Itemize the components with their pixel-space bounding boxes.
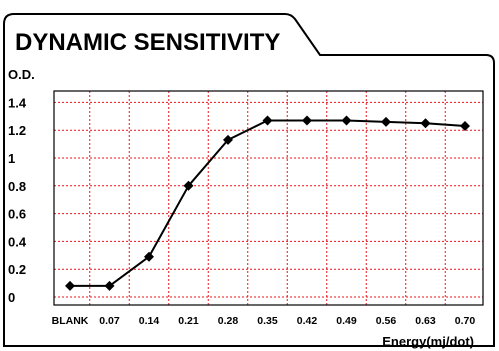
x-tick-label: BLANK <box>52 315 89 327</box>
data-point-marker <box>144 251 154 262</box>
y-axis-ticks: 0 0.2 0.4 0.6 0.8 1 1.2 1.4 <box>8 95 27 305</box>
data-point-marker <box>381 116 391 127</box>
data-point-marker <box>302 115 312 126</box>
x-tick-label: 0.56 <box>376 315 397 327</box>
data-point-marker <box>262 115 273 126</box>
data-point-marker <box>460 121 470 132</box>
data-point-marker <box>223 134 233 145</box>
x-tick-label: 0.21 <box>178 315 199 327</box>
x-tick-label: 0.14 <box>139 315 160 327</box>
y-tick-label: 0 <box>8 290 15 305</box>
data-point-marker <box>420 118 431 129</box>
x-tick-label: 0.49 <box>336 315 357 327</box>
x-tick-label: 0.42 <box>297 315 318 327</box>
y-tick-label: 0.6 <box>8 207 26 222</box>
y-tick-label: 0.8 <box>8 179 26 194</box>
x-axis-ticks: BLANK 0.07 0.14 0.21 0.28 0.35 0.42 0.49 0.56 0.6… <box>52 315 476 327</box>
y-tick-label: 0.4 <box>8 234 27 249</box>
x-axis-title: Energy(mj/dot) <box>382 334 474 349</box>
grid <box>54 91 483 305</box>
y-axis-title: O.D. <box>8 67 35 82</box>
x-tick-label: 0.28 <box>218 315 239 327</box>
data-point-marker <box>183 180 194 191</box>
y-tick-label: 1.2 <box>8 123 26 138</box>
x-tick-label: 0.35 <box>257 315 278 327</box>
chart-title: DYNAMIC SENSITIVITY <box>15 29 280 56</box>
data-point-marker <box>341 115 352 126</box>
x-tick-label: 0.07 <box>99 315 120 327</box>
y-tick-label: 1.4 <box>8 95 27 110</box>
chart-frame <box>3 13 495 347</box>
x-tick-label: 0.70 <box>455 315 476 327</box>
data-markers <box>65 115 470 291</box>
data-point-marker <box>104 280 115 291</box>
y-tick-label: 0.2 <box>8 262 26 277</box>
plot-frame <box>53 90 484 306</box>
y-tick-label: 1 <box>8 151 15 166</box>
data-point-marker <box>65 280 75 291</box>
x-tick-label: 0.63 <box>415 315 436 327</box>
